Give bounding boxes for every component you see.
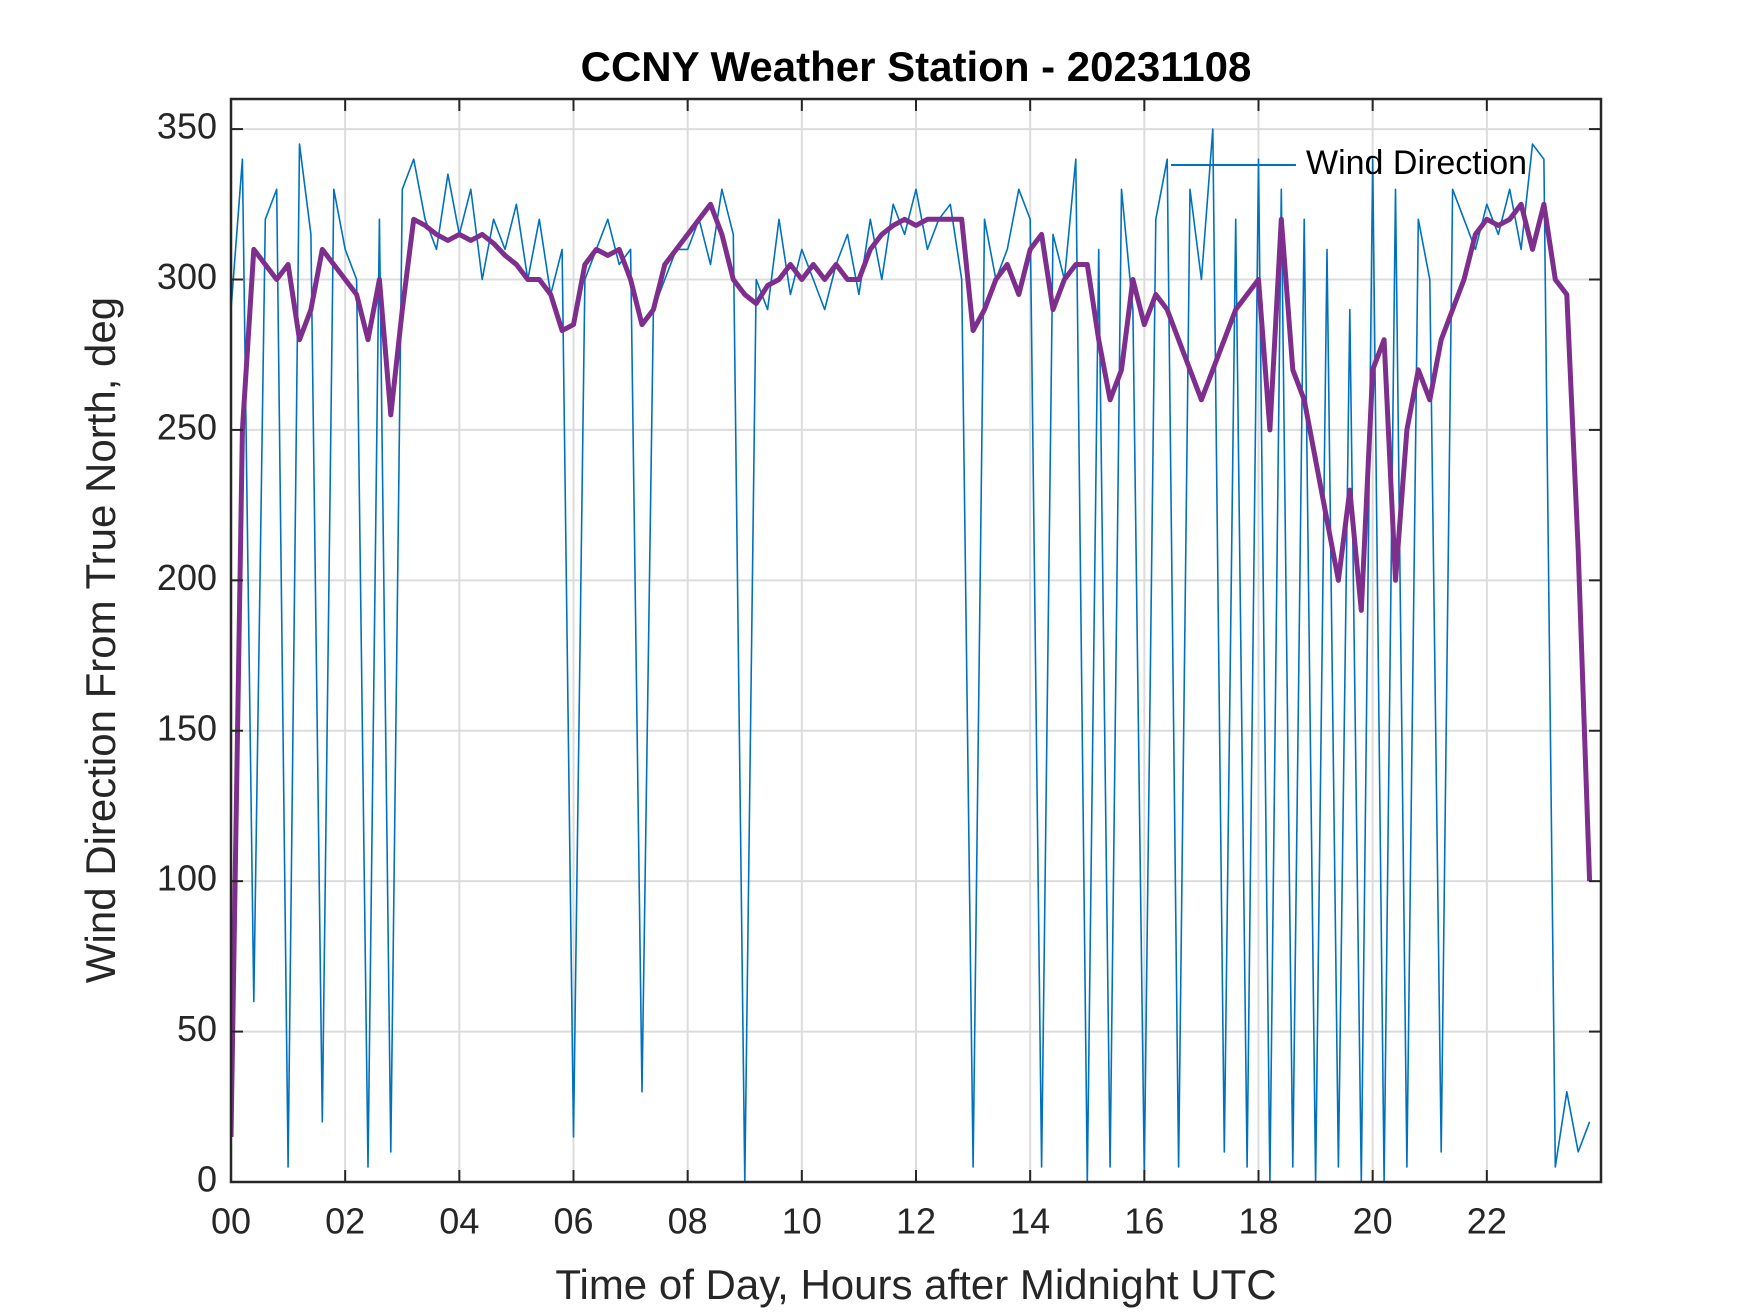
y-tick-label: 150 — [157, 707, 217, 748]
x-tick-label: 12 — [896, 1201, 936, 1242]
x-tick-label: 16 — [1124, 1201, 1164, 1242]
y-tick-label: 250 — [157, 406, 217, 447]
y-tick-label: 0 — [197, 1159, 217, 1200]
x-tick-label: 20 — [1353, 1201, 1393, 1242]
y-tick-label: 350 — [157, 106, 217, 147]
x-tick-label: 02 — [325, 1201, 365, 1242]
legend-label: Wind Direction — [1306, 144, 1527, 182]
data-line — [231, 128, 1591, 1182]
y-tick-label: 50 — [177, 1008, 217, 1049]
data-line — [231, 201, 1593, 1137]
x-axis-label: Time of Day, Hours after Midnight UTC — [555, 1261, 1276, 1308]
x-tick-label: 14 — [1010, 1201, 1050, 1242]
x-tick-label: 06 — [553, 1201, 593, 1242]
x-tick-label: 08 — [668, 1201, 708, 1242]
axes-box — [229, 97, 1603, 1184]
x-tick-label: 18 — [1238, 1201, 1278, 1242]
y-tick-label: 100 — [157, 858, 217, 899]
y-tick-label: 300 — [157, 256, 217, 297]
y-tick-label: 200 — [157, 557, 217, 598]
axes: 0 50 100 150 200 250 300 350 00 02 04 06 08 10 12 14 16 1… — [157, 97, 1603, 1242]
x-tick-label: 04 — [439, 1201, 479, 1242]
x-tick-label: 10 — [782, 1201, 822, 1242]
y-axis-label: Wind Direction From True North, deg — [77, 297, 124, 983]
x-tick-label: 22 — [1467, 1201, 1507, 1242]
chart-title: CCNY Weather Station - 20231108 — [581, 43, 1252, 90]
lines — [231, 128, 1593, 1182]
x-tick-label: 00 — [211, 1201, 251, 1242]
